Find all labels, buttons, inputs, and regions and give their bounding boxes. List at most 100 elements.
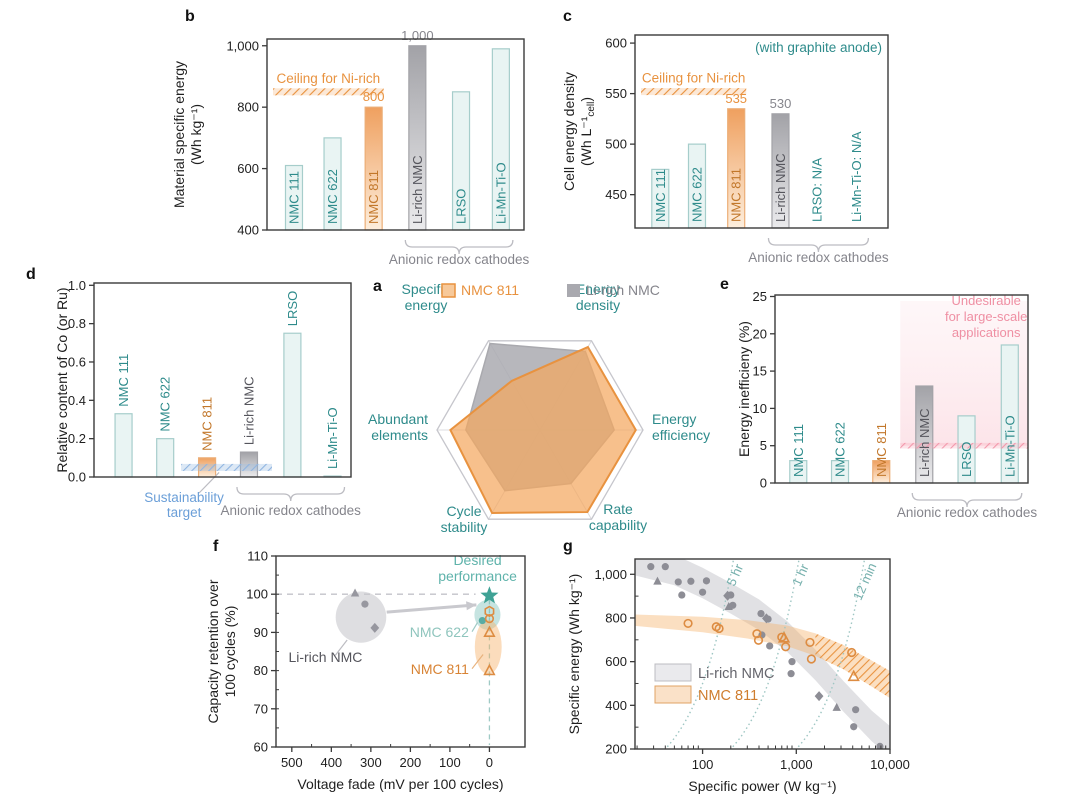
plot-border <box>634 558 891 750</box>
y-tick-label: 0.0 <box>68 470 86 485</box>
label: NMC 111 <box>791 424 806 477</box>
data-point <box>757 609 765 618</box>
time-line-1hr <box>729 559 800 749</box>
data-point <box>370 622 380 633</box>
data-point <box>350 588 360 597</box>
x-tick-label: 10,000 <box>870 757 910 772</box>
data-point <box>653 576 662 585</box>
y-tick-label: 800 <box>237 100 259 115</box>
label: Energy inefficieny (%) <box>736 321 752 457</box>
panel-letter-g: g <box>563 538 573 555</box>
bar-category-label: Li-Mn-Ti-O <box>493 162 508 224</box>
chart-energy-inefficiency: Undesirable for large-scale applications NM… <box>736 289 1038 520</box>
x-tick-label: 100 <box>692 757 714 772</box>
y-tick-label: 20 <box>753 326 767 341</box>
bar-category-label: NMC 811 <box>366 170 381 224</box>
sustainability-hatch <box>181 463 272 471</box>
bar <box>114 413 133 478</box>
label: NMC 622 <box>689 167 704 222</box>
x-tick-label: 1,000 <box>780 757 813 772</box>
undesirable-annotation: Undesirable for large-scale applications <box>945 293 1027 340</box>
label: Relative content of Co (or Ru) <box>54 287 70 472</box>
plot-border <box>634 34 889 229</box>
warn-threshold-hatch <box>900 442 1028 449</box>
bar-category-label: LRSO <box>454 189 469 224</box>
label: NMC 811 <box>200 397 215 451</box>
bracket-label: Anionic redox cathodes <box>897 505 1038 520</box>
y-tick-label: 100 <box>246 587 268 602</box>
annotation-pointer <box>334 639 348 656</box>
ceiling-hatch <box>273 88 384 96</box>
data-point <box>847 669 860 682</box>
time-line-12min <box>795 559 866 749</box>
bar-value-label: 800 <box>363 89 385 104</box>
bar-value-label: 535 <box>725 91 747 106</box>
data-point <box>788 658 796 666</box>
ceiling-label: Ceiling for Ni-rich <box>642 71 746 86</box>
plot-border <box>774 294 1029 484</box>
legend-label-lirich: Li-rich NMC <box>698 666 775 682</box>
label: LRSO <box>454 189 469 224</box>
label: Li-rich NMC <box>410 155 425 224</box>
data-point <box>852 706 860 714</box>
sustainability-pointer <box>198 471 220 494</box>
bar <box>283 332 302 478</box>
chart-material-specific-energy: Ceiling for Ni-rich NMC 111 NMC 622 NMC 811… <box>171 28 530 267</box>
panel-letter-f: f <box>213 538 219 555</box>
label: Li-Mn-Ti-O <box>493 162 508 224</box>
label: NMC 811 <box>729 168 744 222</box>
cluster-nmc-811 <box>474 619 502 675</box>
data-point <box>661 563 669 571</box>
y-axis-label: Capacity retention over100 cycles (%) <box>205 579 238 723</box>
radar-series-nmc811 <box>449 345 637 514</box>
label: Cell energy density <box>561 72 577 191</box>
data-point <box>753 635 764 645</box>
chart-relative-co-content: Sustainability target NMC 111 NMC 622 NMC 81… <box>54 278 361 520</box>
panel-d: d Sustainability target NMC 111 NMC 622 NMC … <box>18 262 418 562</box>
label: LRSO: N/A <box>810 157 825 222</box>
anionic-redox-bracket <box>236 486 346 502</box>
y-tick-label: 25 <box>753 289 767 304</box>
bar-category-label: NMC 111 <box>286 171 301 224</box>
y-tick-label: 80 <box>254 663 268 678</box>
label: NMC 111 <box>116 354 131 407</box>
plot-border <box>93 282 352 478</box>
label: LRSO <box>285 291 300 326</box>
plot-area <box>94 283 351 477</box>
desired-performance-star <box>480 586 499 604</box>
x-axis-label: Specific power (W kg⁻¹) <box>688 778 836 794</box>
bar-category-label: Li-Mn-Ti-O <box>1002 415 1017 477</box>
radar-axis-label: Energy efficiency <box>652 411 710 443</box>
radar-outline <box>436 340 644 520</box>
bar-category-label: Li-rich NMC <box>410 155 425 224</box>
label: Capacity retention over100 cycles (%) <box>205 579 238 723</box>
label: NMC 811 <box>366 170 381 224</box>
y-tick-label: 0.2 <box>68 431 86 446</box>
data-point <box>483 625 496 637</box>
plot-border <box>266 38 525 231</box>
data-point <box>781 642 791 652</box>
y-tick-label: 600 <box>237 161 259 176</box>
data-point <box>361 600 369 608</box>
annotation-pointer <box>471 622 479 632</box>
y-tick-label: 800 <box>605 610 627 625</box>
label: Specific energy (Wh kg⁻¹) <box>566 574 582 735</box>
data-point <box>714 623 724 634</box>
data-point <box>483 663 496 676</box>
bar-category-label: Li-Mn-Ti-O: N/A <box>849 131 864 222</box>
y-axis-label: Specific energy (Wh kg⁻¹) <box>566 574 582 735</box>
legend-label-lirich: Li-rich NMC <box>586 282 660 298</box>
data-point <box>847 647 857 658</box>
ceiling-label: Ceiling for Ni-rich <box>277 71 381 86</box>
data-point <box>484 614 495 624</box>
data-point <box>777 631 791 643</box>
panel-letter-a: a <box>373 278 382 295</box>
chart-cell-energy-density: Ceiling for Ni-rich NMC 111 NMC 622 NMC 811… <box>561 34 889 265</box>
label: NMC 111 <box>286 171 301 224</box>
graphite-anode-note: (with graphite anode) <box>755 40 882 55</box>
bar-category-label: NMC 111 <box>116 354 131 407</box>
anionic-redox-bracket <box>767 237 870 253</box>
y-tick-label: 400 <box>605 698 627 713</box>
data-point <box>850 723 858 731</box>
